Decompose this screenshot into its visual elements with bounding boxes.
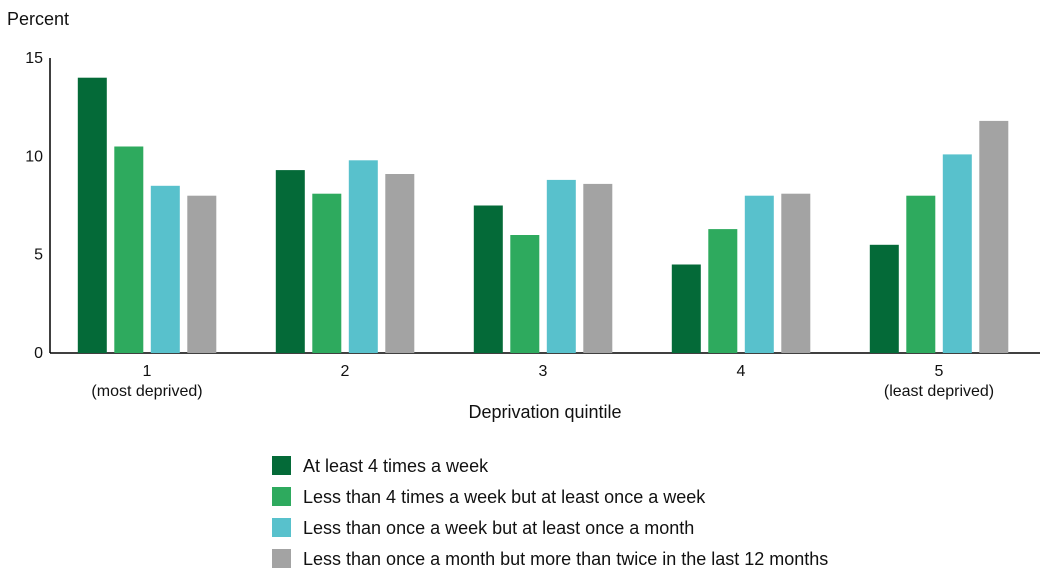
bar [546,179,576,353]
bar [275,170,305,353]
bar [150,185,180,353]
x-tick-label: 2 [341,363,350,380]
plot-area: 0 5 10 15 1 (most deprived) 2 3 4 5 (least deprive… [25,50,1040,400]
y-tick-label: 10 [25,148,43,165]
legend-swatch [272,549,291,568]
legend: At least 4 times a week Less than 4 times… [272,456,828,569]
bar [385,174,415,353]
bar [708,229,738,353]
bar [906,195,936,353]
x-axis-title: Deprivation quintile [468,402,621,422]
bar [942,154,972,353]
bar [744,195,774,353]
bar [671,264,701,353]
y-axis-title: Percent [7,9,69,29]
bar [312,193,342,353]
legend-swatch [272,518,291,537]
x-tick-label: (most deprived) [91,383,202,400]
legend-label: Less than once a week but at least once … [303,518,694,538]
bar [114,146,144,353]
x-tick-label: (least deprived) [884,383,994,400]
x-tick-label: 3 [539,363,548,380]
bar [473,205,503,353]
bar [583,183,613,353]
bar [187,195,217,353]
x-tick-label: 1 [143,363,152,380]
legend-label: Less than 4 times a week but at least on… [303,487,706,507]
bar [781,193,811,353]
y-tick-label: 0 [34,345,43,362]
x-tick-label: 4 [737,363,746,380]
bar [979,120,1009,354]
legend-label: At least 4 times a week [303,456,489,476]
legend-swatch [272,487,291,506]
legend-swatch [272,456,291,475]
legend-label: Less than once a month but more than twi… [303,549,828,569]
bar [869,244,899,353]
y-tick-label: 15 [25,50,43,67]
y-tick-label: 5 [34,247,43,264]
x-tick-label: 5 [935,363,944,380]
bar [510,235,540,353]
bar [77,77,107,353]
bar [348,160,378,353]
